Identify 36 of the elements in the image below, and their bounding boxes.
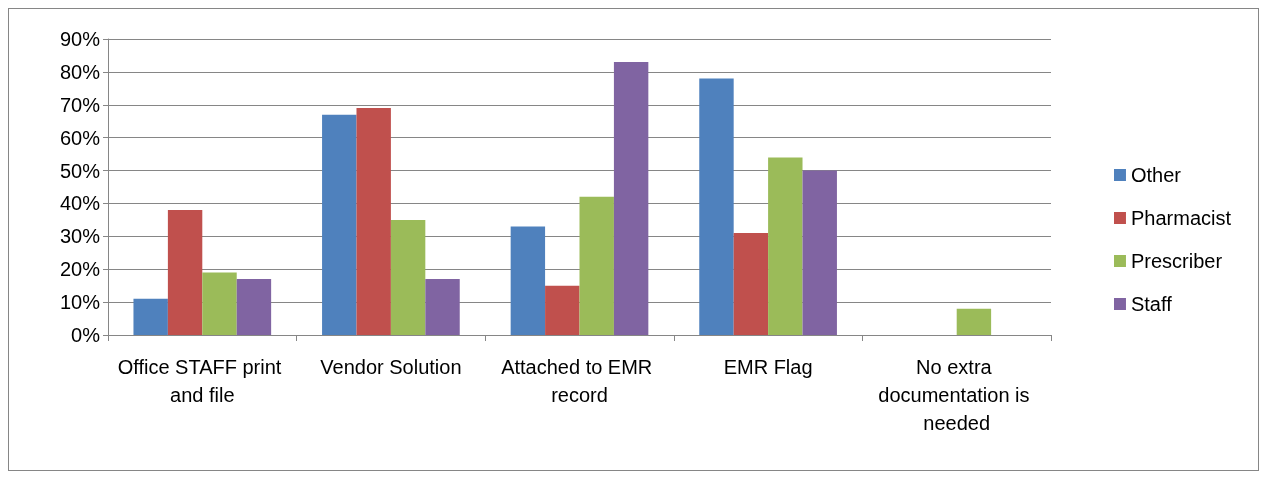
bar [202,272,237,335]
bar [699,78,734,335]
y-tick-label: 80% [59,60,101,83]
legend-label: Pharmacist [1130,207,1232,229]
y-tick-label: 50% [59,159,101,182]
bar [768,157,803,335]
bar [802,170,837,335]
x-tick-label: Attached to EMR record [501,356,658,406]
bar [322,114,357,335]
legend-label: Other [1130,164,1182,186]
bar [425,279,460,335]
y-tick-label: 10% [59,291,101,314]
bar [356,108,391,335]
legend-label: Staff [1130,293,1173,315]
y-tick-label: 60% [59,126,101,149]
legend-label: Prescriber [1130,250,1223,272]
bar [510,226,546,335]
bar [167,210,203,335]
bar [956,308,992,335]
bar [236,279,272,335]
x-tick-label: No extra documentation is needed [878,356,1036,434]
bar [613,62,649,335]
x-tick-label: EMR Flag [723,356,813,378]
y-tick-label: 40% [59,192,101,215]
bar [390,219,426,335]
y-tick-label: 70% [59,93,101,116]
x-tick-label: Vendor Solution [320,356,462,378]
y-tick-label: 20% [59,258,101,281]
bar [545,285,580,335]
x-tick-label: Office STAFF print and file [117,356,287,406]
y-tick-label: 90% [59,28,101,50]
bar [579,196,614,335]
bar [733,233,769,335]
y-tick-label: 30% [59,225,101,248]
y-tick-label: 0% [71,324,101,346]
bar [133,298,168,335]
